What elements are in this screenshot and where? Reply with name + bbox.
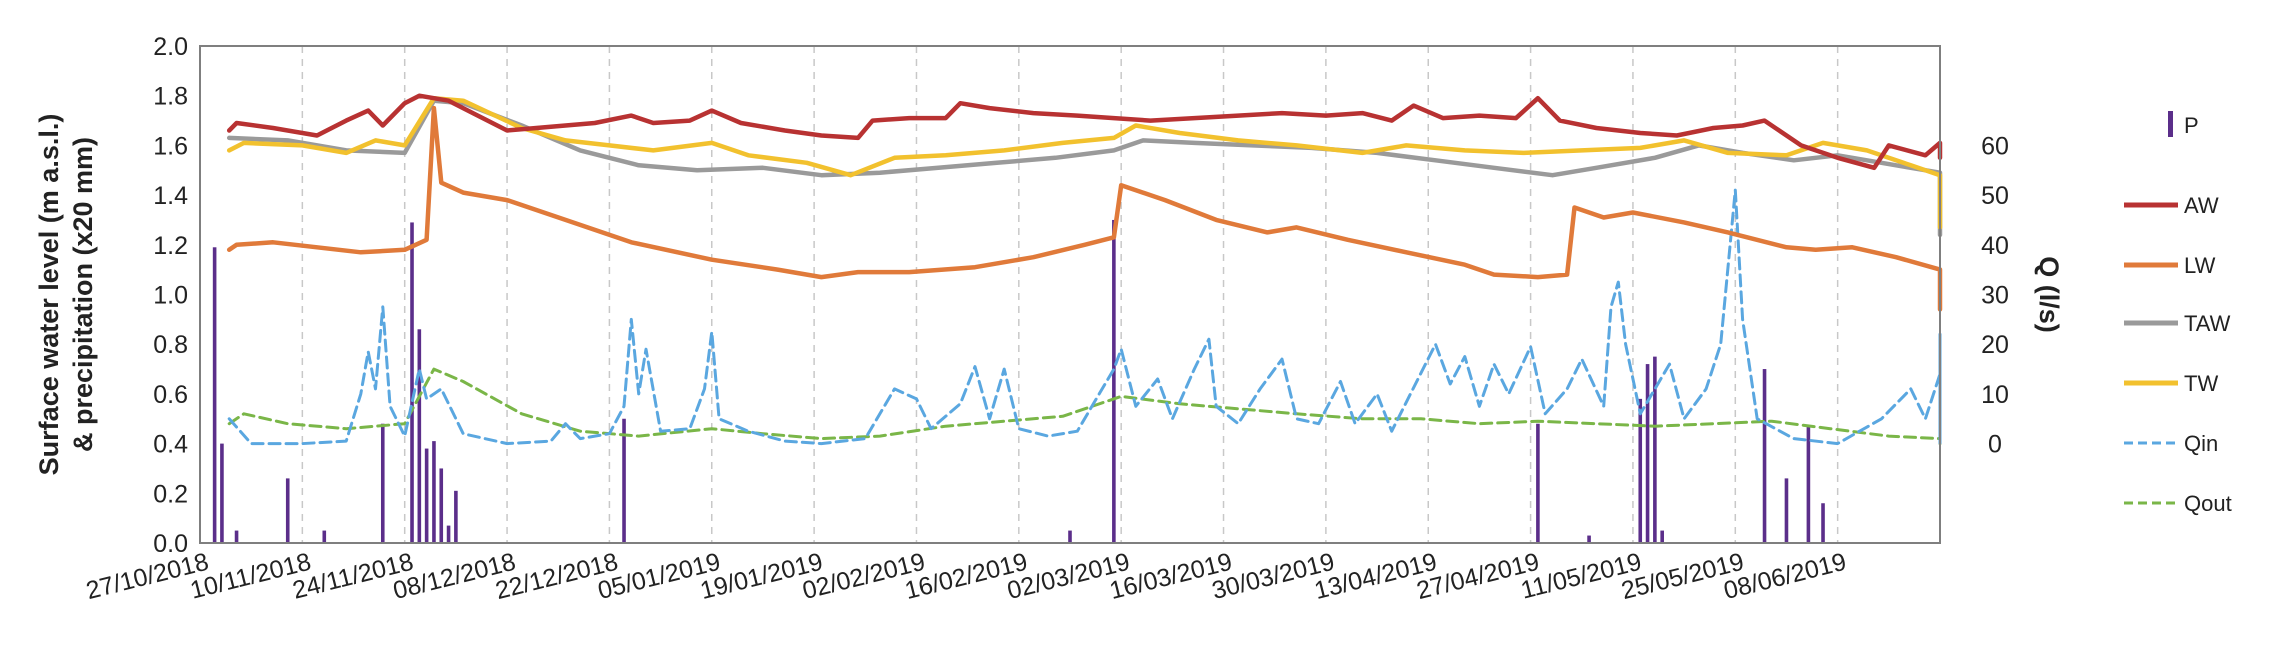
left-tick-label: 0.0 xyxy=(153,530,188,558)
right-axis-title: Q (l/s) xyxy=(2034,256,2064,333)
left-tick-label: 0.4 xyxy=(153,431,188,459)
series-line-aw xyxy=(226,93,1943,171)
left-axis-ticks: 0.0 0.2 0.4 0.6 0.8 1.0 1.2 1.4 1.6 1.8 2.0 xyxy=(153,33,188,558)
left-axis-title-line1: Surface water level (m a.s.l.) xyxy=(34,114,64,476)
left-tick-label: 1.2 xyxy=(153,232,188,260)
legend-label-p: P xyxy=(2184,113,2199,138)
precip-bar xyxy=(1784,478,1789,543)
legend-label-qin: Qin xyxy=(2184,431,2218,456)
precip-bar xyxy=(454,490,458,543)
series-lines xyxy=(226,93,1943,446)
series-line-tw xyxy=(226,95,1943,230)
precip-bar xyxy=(212,247,217,543)
left-tick-label: 1.0 xyxy=(153,282,188,310)
left-tick-label: 0.8 xyxy=(153,331,188,359)
series-line-qin xyxy=(227,188,1942,446)
right-tick-label: 50 xyxy=(1981,182,2009,210)
precip-bar xyxy=(439,468,444,543)
left-axis-title: Surface water level (m a.s.l.) & precipi… xyxy=(34,114,98,476)
series-line-qout xyxy=(227,367,1942,446)
precip-bar xyxy=(1068,530,1072,543)
left-tick-label: 1.6 xyxy=(153,132,188,160)
x-axis-ticks: 27/10/201810/11/201824/11/201808/12/2018… xyxy=(83,548,1849,605)
left-tick-label: 1.8 xyxy=(153,83,188,111)
precip-bar xyxy=(1536,423,1540,543)
precip-bar xyxy=(417,329,422,543)
right-tick-label: 20 xyxy=(1981,331,2009,359)
precip-bar xyxy=(1653,356,1657,543)
precip-bar xyxy=(380,423,385,543)
series-line-lw xyxy=(226,105,1943,312)
precip-bar xyxy=(1638,398,1643,543)
plot-frame xyxy=(199,45,1941,544)
right-axis-ticks: 0 10 20 30 40 50 60 xyxy=(1981,132,2009,458)
precip-bar xyxy=(1806,426,1811,543)
legend-label-qout: Qout xyxy=(2184,491,2232,516)
legend: P AW LW TAW TW Qin Qout xyxy=(2124,111,2232,516)
precip-bar xyxy=(1660,530,1664,543)
precip-bar xyxy=(1762,369,1767,543)
precip-bar xyxy=(285,478,290,543)
right-tick-label: 30 xyxy=(1981,282,2009,310)
legend-label-taw: TAW xyxy=(2184,311,2231,336)
left-tick-label: 0.2 xyxy=(153,480,188,508)
precip-bar xyxy=(446,525,451,543)
right-tick-label: 40 xyxy=(1981,232,2009,260)
precip-bar xyxy=(432,441,436,543)
precip-bar xyxy=(1821,503,1825,543)
vertical-gridlines xyxy=(301,46,1839,543)
precip-bar xyxy=(1587,535,1591,543)
left-axis-title-line2: & precipitation (x20 mm) xyxy=(68,137,98,452)
precip-bar xyxy=(1112,219,1116,543)
legend-label-tw: TW xyxy=(2184,371,2218,396)
legend-swatch-p xyxy=(2168,111,2173,137)
precip-bar xyxy=(622,418,626,543)
precipitation-bars xyxy=(212,219,1825,543)
precip-bar xyxy=(322,530,327,543)
precip-bar xyxy=(424,448,429,543)
precip-bar xyxy=(220,443,224,543)
right-tick-label: 10 xyxy=(1981,381,2009,409)
left-tick-label: 2.0 xyxy=(153,33,188,61)
left-tick-label: 0.6 xyxy=(153,381,188,409)
left-tick-label: 1.4 xyxy=(153,182,188,210)
legend-label-aw: AW xyxy=(2184,193,2219,218)
precip-bar xyxy=(1645,364,1650,543)
right-tick-label: 0 xyxy=(1988,431,2002,459)
precip-bar xyxy=(410,222,414,543)
precip-bar xyxy=(234,530,239,543)
right-tick-label: 60 xyxy=(1981,132,2009,160)
legend-label-lw: LW xyxy=(2184,253,2216,278)
